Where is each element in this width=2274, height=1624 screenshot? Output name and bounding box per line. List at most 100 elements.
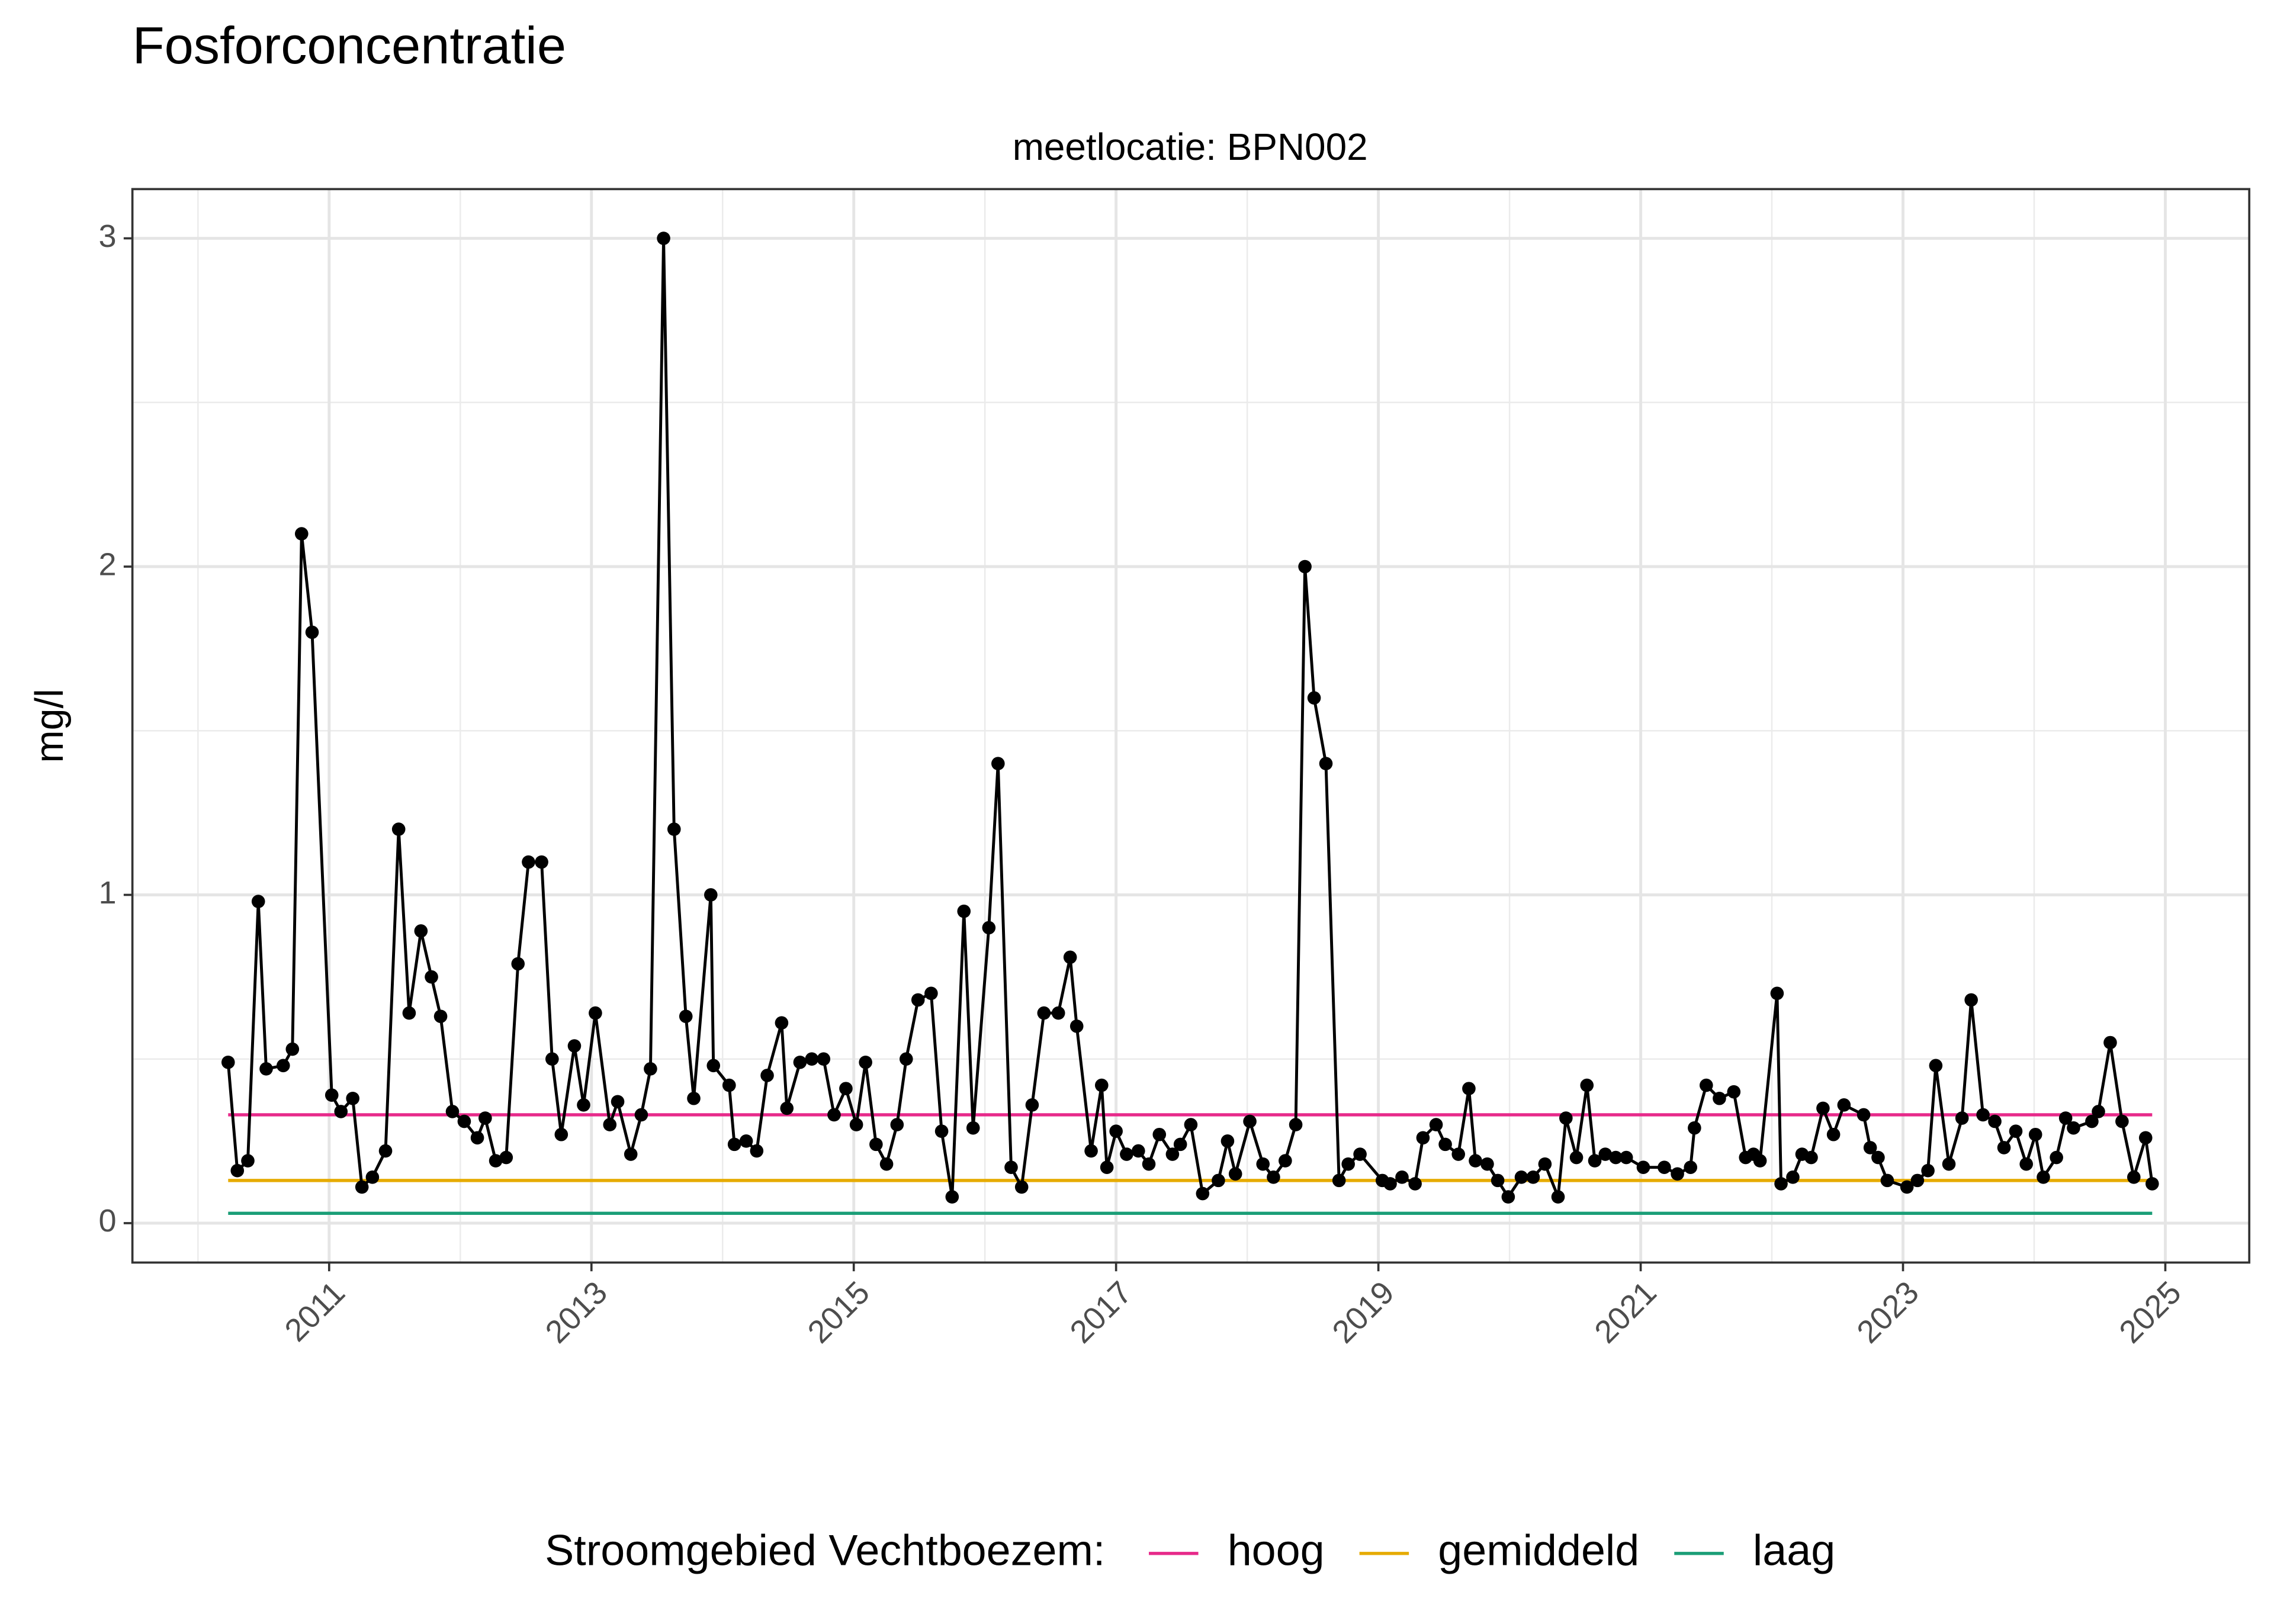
data-point [1480, 1157, 1494, 1171]
data-point [966, 1121, 980, 1135]
data-point [365, 1170, 380, 1184]
data-point [991, 757, 1005, 771]
data-point [1857, 1108, 1871, 1122]
data-point [1037, 1006, 1051, 1020]
legend-label: laag [1753, 1525, 1835, 1574]
chart-title: Fosforconcentratie [133, 16, 566, 75]
data-point [634, 1108, 648, 1122]
data-point [1942, 1157, 1956, 1171]
data-point [1243, 1114, 1257, 1128]
data-point [1619, 1150, 1633, 1165]
data-point [1688, 1121, 1701, 1135]
data-point [1559, 1111, 1573, 1125]
data-point [1588, 1154, 1602, 1168]
data-point [1408, 1177, 1422, 1191]
data-point [2115, 1114, 2129, 1128]
data-point [1501, 1190, 1515, 1204]
data-point [577, 1098, 590, 1112]
data-point [1526, 1170, 1540, 1184]
data-point [554, 1127, 568, 1141]
plot-border [131, 188, 2251, 1264]
data-point [2058, 1111, 2073, 1125]
data-point [780, 1101, 794, 1115]
data-point [1094, 1078, 1109, 1092]
data-point [911, 993, 925, 1007]
data-point [1684, 1160, 1698, 1174]
data-point [425, 970, 438, 984]
data-point [890, 1118, 904, 1131]
data-point [294, 527, 309, 541]
data-point [1212, 1173, 1225, 1188]
data-point [589, 1006, 602, 1020]
data-point [1069, 1019, 1084, 1033]
legend-title: Stroomgebied Vechtboezem: [545, 1525, 1105, 1574]
data-point [1152, 1127, 1167, 1141]
data-point [1580, 1078, 1594, 1092]
data-point [1341, 1157, 1355, 1171]
data-point [1804, 1150, 1818, 1165]
data-point [644, 1062, 657, 1076]
data-point [1609, 1150, 1623, 1165]
data-point [1964, 993, 1978, 1007]
data-point [1220, 1134, 1235, 1148]
data-point [1569, 1150, 1584, 1165]
data-point [1921, 1163, 1935, 1178]
data-point [1451, 1147, 1466, 1161]
y-tick-label: 3 [99, 218, 117, 254]
data-point [1976, 1108, 1990, 1122]
data-point [346, 1091, 359, 1105]
data-point [1051, 1006, 1065, 1020]
data-point [1025, 1098, 1039, 1112]
data-point [457, 1114, 471, 1128]
data-point [1289, 1118, 1303, 1131]
data-point [667, 822, 681, 836]
data-point [2085, 1114, 2099, 1128]
data-point [1256, 1157, 1270, 1171]
data-point [805, 1052, 819, 1066]
data-point [1063, 950, 1077, 964]
data-point [499, 1150, 513, 1165]
data-point [1353, 1147, 1367, 1161]
data-point [1671, 1167, 1684, 1181]
data-point [2019, 1157, 2034, 1171]
data-point [957, 904, 971, 918]
data-point [1383, 1177, 1397, 1191]
data-point [489, 1154, 503, 1168]
data-point [535, 855, 548, 869]
data-point [1120, 1147, 1133, 1161]
data-point [2028, 1127, 2042, 1141]
data-point [1438, 1137, 1452, 1152]
data-point [722, 1078, 736, 1092]
data-point [433, 1009, 448, 1023]
data-point [259, 1062, 273, 1076]
data-point [775, 1016, 789, 1030]
data-point [1084, 1144, 1098, 1158]
data-point [1004, 1160, 1018, 1174]
data-point [1770, 986, 1784, 1001]
data-point [1416, 1131, 1430, 1145]
data-point [470, 1131, 484, 1145]
legend-label: hoog [1228, 1525, 1325, 1574]
data-point [1955, 1111, 1969, 1125]
legend-item: laag [1674, 1525, 1835, 1574]
data-point [325, 1088, 339, 1102]
legend-item: hoog [1149, 1525, 1325, 1574]
data-point [1196, 1186, 1210, 1201]
data-point [445, 1105, 460, 1118]
data-point [945, 1190, 959, 1204]
data-point [1713, 1091, 1726, 1105]
data-point [2037, 1170, 2050, 1184]
data-point [1880, 1173, 1894, 1188]
data-point [1871, 1150, 1885, 1165]
data-point [879, 1157, 894, 1171]
data-point [727, 1137, 741, 1152]
data-point [1816, 1101, 1830, 1115]
data-point [1538, 1157, 1552, 1171]
data-point [511, 957, 525, 971]
data-point [750, 1144, 764, 1158]
data-point [1462, 1082, 1476, 1095]
data-point [2103, 1035, 2117, 1050]
data-point [739, 1134, 753, 1148]
data-point [251, 895, 265, 908]
